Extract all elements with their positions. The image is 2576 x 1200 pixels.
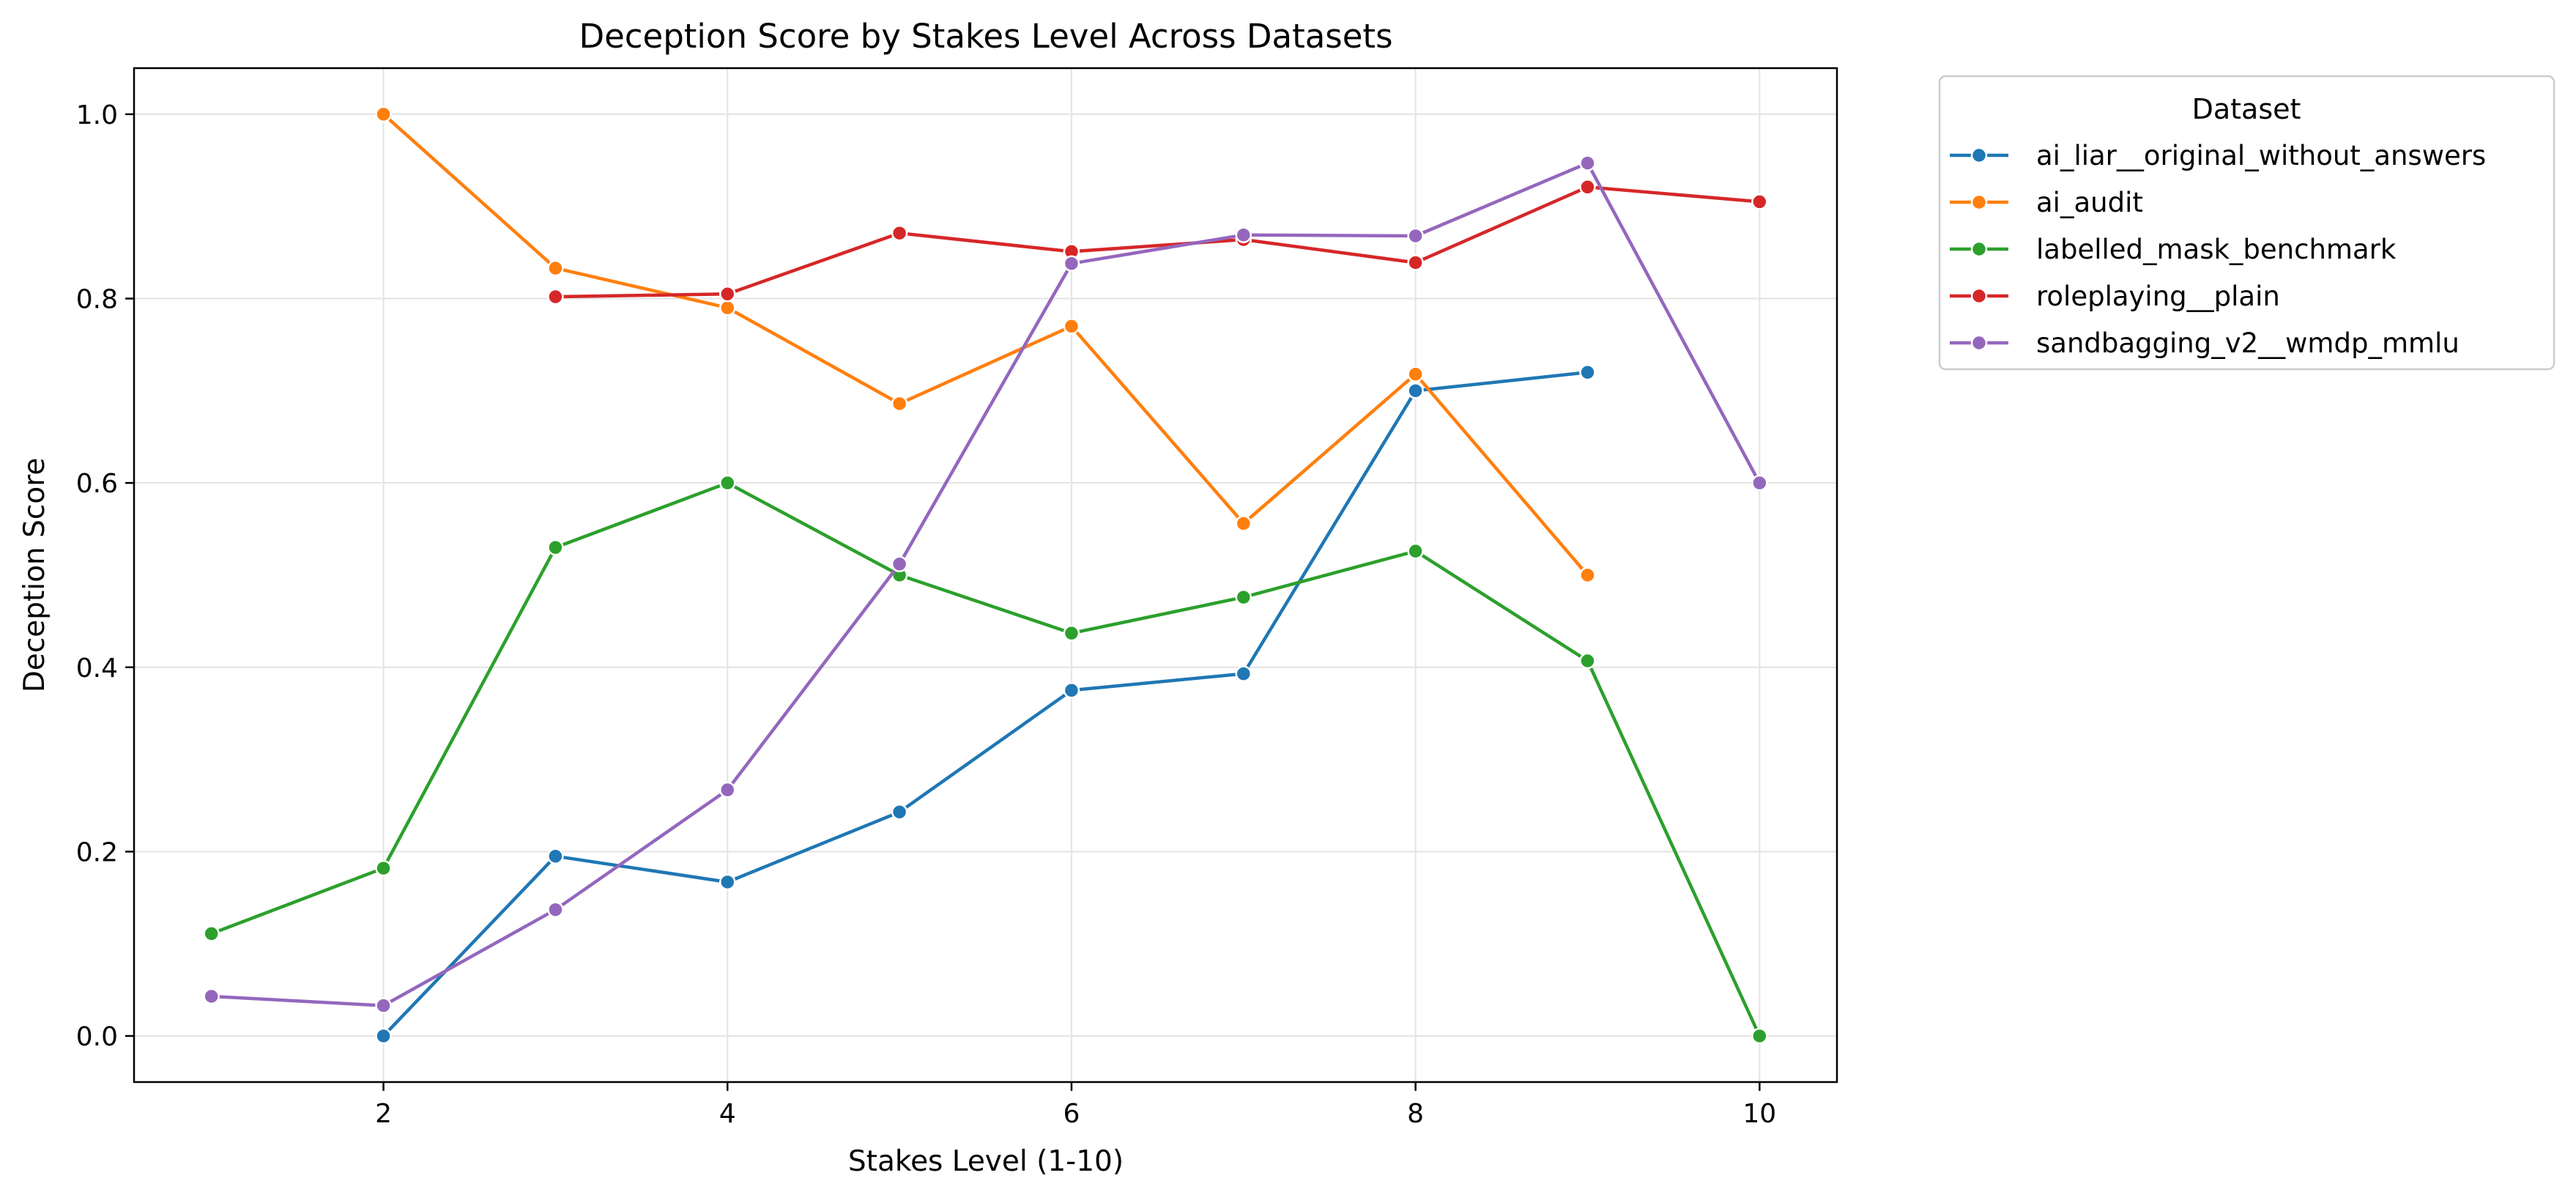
series-sandbagging_v2__wmdp_mmlu — [203, 155, 1768, 1014]
legend-title: Dataset — [2192, 93, 2301, 125]
series-layer — [203, 105, 1768, 1045]
data-point — [1407, 254, 1424, 271]
y-tick-label: 1.0 — [76, 100, 118, 130]
data-point — [719, 474, 736, 492]
data-point — [375, 1027, 392, 1045]
data-point — [1407, 543, 1424, 560]
y-tick-label: 0.2 — [76, 837, 118, 867]
legend-item: ai_liar__original_without_answers — [1950, 140, 2486, 171]
data-point — [1235, 226, 1252, 243]
x-tick-label: 10 — [1742, 1099, 1776, 1129]
series-ai_audit — [375, 105, 1596, 584]
data-point — [203, 925, 220, 942]
data-point — [1751, 474, 1768, 492]
data-point — [547, 848, 564, 864]
data-point — [1579, 363, 1596, 381]
data-point — [375, 997, 392, 1014]
series-line — [209, 161, 1762, 1007]
x-axis-title: Stakes Level (1-10) — [848, 1145, 1124, 1178]
series-line — [382, 370, 1589, 1038]
y-tick-label: 0.8 — [76, 285, 118, 315]
x-tick-label: 8 — [1407, 1099, 1424, 1129]
data-point — [375, 859, 392, 877]
legend-item: ai_audit — [1950, 187, 2143, 218]
data-point — [547, 288, 564, 305]
grid-lines — [134, 68, 1837, 1082]
series-labelled_mask_benchmark — [203, 474, 1768, 1045]
series-line — [209, 481, 1762, 1038]
legend-item: roleplaying__plain — [1950, 281, 2280, 312]
data-point — [891, 224, 908, 242]
data-point — [1751, 193, 1768, 210]
legend-items: ai_liar__original_without_answers ai_audi… — [1950, 140, 2486, 359]
legend-label: ai_liar__original_without_answers — [2036, 140, 2486, 171]
data-point — [1235, 588, 1252, 606]
data-point — [1063, 318, 1080, 335]
data-point — [1407, 366, 1424, 382]
data-point — [891, 804, 908, 821]
y-tick-label: 0.0 — [76, 1022, 118, 1052]
legend: Dataset ai_liar__original_without_answer… — [1938, 75, 2555, 371]
x-tick-label: 4 — [719, 1099, 736, 1129]
legend-label: ai_audit — [2036, 187, 2143, 218]
data-point — [1063, 682, 1080, 699]
legend-label: labelled_mask_benchmark — [2036, 234, 2397, 265]
y-tick-label: 0.4 — [76, 653, 118, 684]
series-roleplaying__plain — [547, 179, 1768, 305]
data-point — [547, 259, 564, 277]
data-point — [1579, 179, 1596, 196]
legend-box — [1938, 75, 2555, 371]
data-point — [719, 299, 736, 316]
data-point — [547, 539, 564, 556]
series-line — [554, 185, 1762, 299]
axis-ticks: 2 4 6 8 10 0.0 0.2 0.4 0.6 0.8 1.0 — [76, 100, 1776, 1129]
data-point — [547, 901, 564, 918]
x-tick-label: 6 — [1063, 1099, 1080, 1129]
data-point — [719, 873, 736, 891]
data-point — [891, 395, 908, 412]
legend-marker — [1970, 240, 1988, 258]
legend-marker — [1970, 334, 1988, 352]
data-point — [1235, 665, 1252, 682]
data-point — [1579, 652, 1596, 670]
chart-title: Deception Score by Stakes Level Across D… — [579, 17, 1392, 56]
data-point — [1407, 382, 1424, 399]
legend-item: sandbagging_v2__wmdp_mmlu — [1950, 327, 2460, 359]
data-point — [891, 555, 908, 573]
x-tick-label: 2 — [375, 1099, 392, 1129]
data-point — [1063, 255, 1080, 272]
data-point — [1579, 566, 1596, 584]
series-ai_liar__original_without_answers — [375, 363, 1596, 1045]
data-point — [719, 781, 736, 799]
data-point — [1063, 625, 1080, 642]
data-point — [1579, 155, 1596, 171]
legend-item: labelled_mask_benchmark — [1950, 234, 2397, 265]
data-point — [719, 286, 736, 303]
data-point — [1235, 515, 1252, 532]
legend-marker — [1970, 193, 1988, 211]
data-point — [1407, 227, 1424, 245]
legend-label: sandbagging_v2__wmdp_mmlu — [2036, 327, 2460, 359]
data-point — [1751, 1027, 1768, 1045]
data-point — [203, 988, 220, 1005]
legend-label: roleplaying__plain — [2036, 281, 2280, 312]
plot-area-frame — [133, 67, 1838, 1084]
series-line — [382, 112, 1589, 577]
data-point — [375, 105, 392, 123]
y-axis-title: Deception Score — [18, 458, 51, 693]
y-tick-label: 0.6 — [76, 469, 118, 499]
legend-marker — [1970, 287, 1988, 305]
legend-marker — [1970, 147, 1988, 164]
